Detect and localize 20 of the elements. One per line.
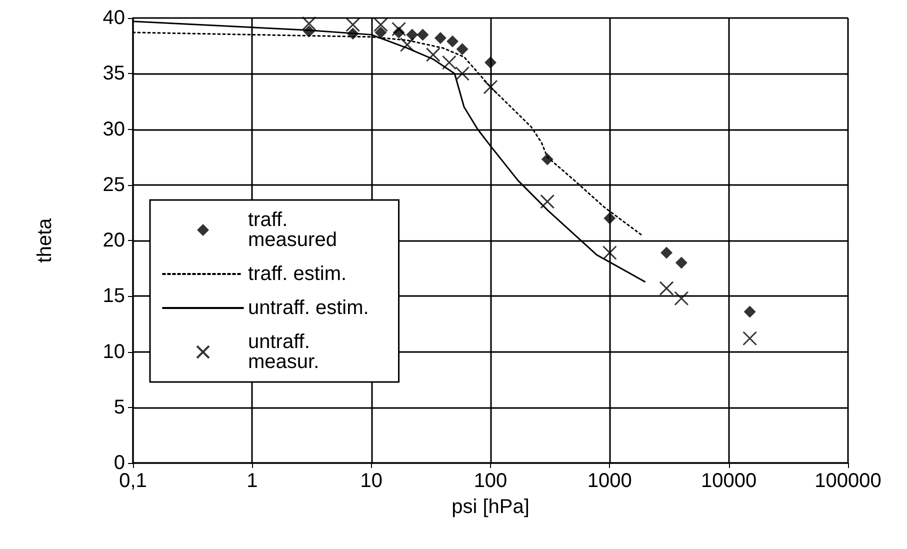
y-tick-label: 10 <box>102 340 125 363</box>
y-axis-title: theta <box>34 217 56 263</box>
y-tick-label: 5 <box>114 396 125 418</box>
y-tick-label: 15 <box>102 285 125 308</box>
x-tick-label: 100 <box>474 470 508 492</box>
y-tick-label: 25 <box>102 174 125 196</box>
x-axis-title: psi [hPa] <box>452 496 530 518</box>
y-tick-label: 35 <box>102 62 125 85</box>
legend-label: untraff. measur. <box>248 331 320 373</box>
legend-label: untraff. estim. <box>248 297 369 319</box>
legend-label: traff. estim. <box>248 263 347 285</box>
y-tick-label: 30 <box>102 118 125 140</box>
x-tick-label: 1000 <box>587 470 632 492</box>
x-tick-label: 1 <box>246 470 258 492</box>
x-tick-label: 100000 <box>814 470 882 492</box>
x-tick-label: 10 <box>360 470 382 492</box>
y-tick-label: 20 <box>102 230 125 252</box>
x-tick-label: 10000 <box>701 470 757 492</box>
y-tick-label: 40 <box>102 7 125 29</box>
legend-label: traff. measured <box>248 209 337 251</box>
